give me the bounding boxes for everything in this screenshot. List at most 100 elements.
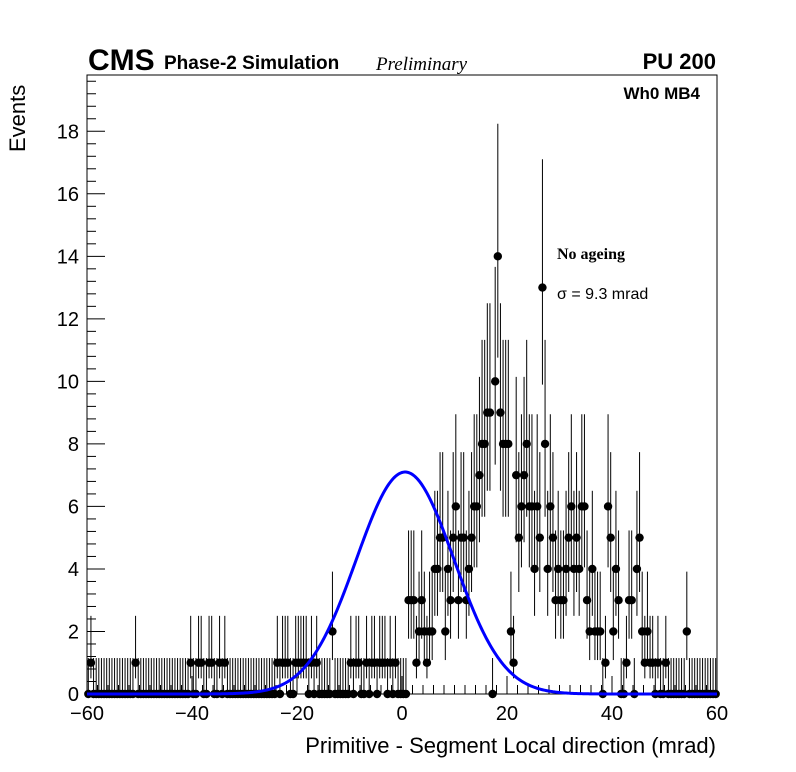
data-point — [614, 596, 623, 605]
data-point — [86, 658, 96, 667]
data-point — [519, 470, 529, 480]
data-point — [627, 596, 636, 605]
x-axis: −60 −40 −20 0 20 40 60 — [70, 676, 728, 725]
data-point — [509, 658, 518, 667]
y-tick-label: 2 — [68, 621, 79, 643]
data-point — [580, 502, 589, 511]
scenario-label: No ageing — [557, 246, 625, 263]
data-point — [433, 564, 442, 574]
data-point — [464, 564, 474, 574]
y-axis: 0 2 4 6 8 10 12 14 16 18 — [57, 80, 105, 706]
y-tick-label: 16 — [57, 184, 79, 206]
x-tick-label: 0 — [396, 703, 407, 725]
y-tick-label: 10 — [57, 371, 79, 393]
gaussian-fit-curve — [87, 470, 717, 696]
data-point — [480, 439, 489, 449]
x-axis-title: Primitive - Segment Local direction (mra… — [305, 733, 716, 758]
preliminary-label: Preliminary — [375, 54, 468, 75]
data-point — [288, 689, 298, 699]
data-point — [412, 658, 421, 667]
data-point — [454, 596, 463, 605]
data-point — [493, 252, 503, 261]
y-tick-label: 0 — [68, 684, 79, 706]
data-point — [603, 502, 613, 511]
x-tick-label: −40 — [175, 703, 209, 725]
data-point — [632, 564, 642, 574]
data-point — [601, 658, 610, 667]
data-point — [496, 408, 505, 417]
y-tick-label: 8 — [68, 434, 79, 456]
data-point — [467, 533, 476, 542]
x-tick-label: 40 — [601, 703, 623, 725]
data-point — [567, 502, 576, 511]
data-point — [354, 658, 363, 667]
data-point — [459, 533, 468, 542]
data-point — [364, 689, 374, 699]
data-point — [514, 533, 524, 542]
data-point — [417, 596, 426, 605]
data-point — [443, 564, 453, 574]
data-point — [561, 564, 571, 574]
data-point — [391, 658, 400, 667]
data-point — [582, 596, 592, 605]
data-point — [609, 627, 618, 636]
data-point — [349, 689, 358, 699]
data-point — [532, 502, 542, 511]
data-point — [427, 627, 437, 636]
data-point — [485, 408, 495, 417]
data-point — [196, 658, 206, 667]
data-point — [653, 658, 663, 667]
data-point — [538, 283, 547, 292]
data-point — [511, 470, 521, 480]
data-point — [448, 533, 458, 542]
data-point — [682, 627, 692, 636]
data-point — [488, 689, 497, 699]
data-point — [543, 564, 552, 574]
data-point — [588, 564, 597, 574]
data-point — [472, 502, 482, 511]
station-label: Wh0 MB4 — [624, 84, 701, 103]
data-point — [220, 658, 230, 667]
data-point — [595, 627, 605, 636]
x-tick-label: 60 — [706, 703, 728, 725]
data-point — [635, 533, 644, 542]
data-point — [606, 533, 615, 542]
data-point — [475, 470, 484, 480]
data-point — [186, 658, 195, 667]
data-point — [372, 689, 382, 699]
data-points — [84, 252, 720, 699]
data-point — [275, 689, 285, 699]
y-tick-label: 4 — [68, 559, 79, 581]
data-point — [283, 658, 293, 667]
data-point — [548, 533, 558, 542]
data-point — [522, 439, 531, 449]
error-bars — [87, 123, 717, 695]
data-point — [661, 658, 671, 667]
data-point — [574, 564, 584, 574]
data-point — [131, 658, 140, 667]
data-point — [490, 377, 500, 386]
data-point — [312, 658, 321, 667]
data-point — [409, 596, 419, 605]
y-tick-label: 6 — [68, 496, 79, 518]
data-point — [328, 627, 337, 636]
data-point — [622, 658, 631, 667]
data-point — [504, 439, 513, 449]
data-point — [506, 627, 516, 636]
data-point — [441, 627, 450, 636]
data-point — [530, 564, 539, 574]
data-point — [207, 658, 216, 667]
x-tick-label: −60 — [70, 703, 104, 725]
simulation-label: Phase-2 Simulation — [164, 53, 339, 74]
y-axis-title: Events — [5, 85, 30, 152]
pileup-label: PU 200 — [643, 49, 716, 74]
data-point — [451, 502, 461, 511]
data-point — [559, 596, 568, 605]
x-tick-label: 20 — [496, 703, 518, 725]
y-tick-label: 12 — [57, 309, 79, 331]
data-point — [401, 689, 411, 699]
data-point — [546, 502, 555, 511]
data-point — [517, 502, 526, 511]
data-point — [535, 533, 545, 542]
